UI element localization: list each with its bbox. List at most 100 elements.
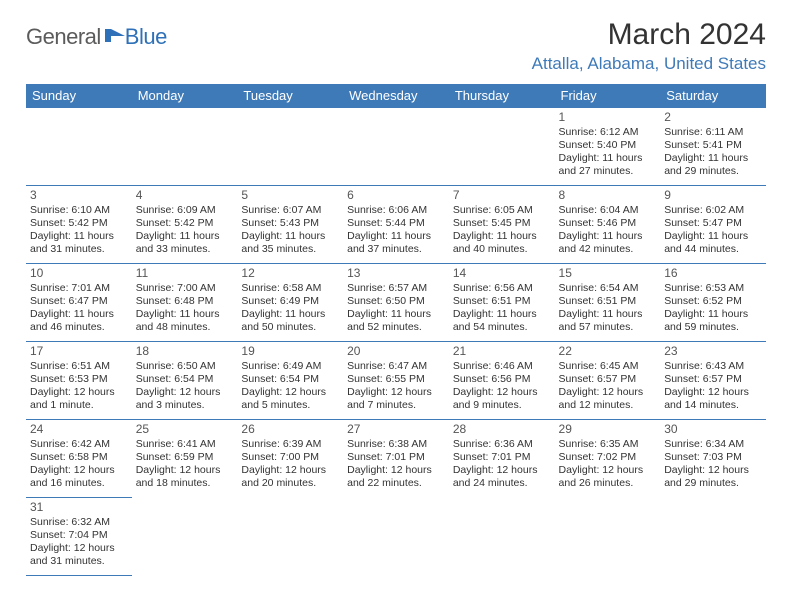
sunrise-text: Sunrise: 6:35 AM xyxy=(559,438,657,451)
sunrise-text: Sunrise: 6:58 AM xyxy=(241,282,339,295)
sunset-text: Sunset: 6:56 PM xyxy=(453,373,551,386)
day-number: 14 xyxy=(453,266,551,281)
daylight-text: Daylight: 12 hours and 20 minutes. xyxy=(241,464,339,490)
weekday-header: Tuesday xyxy=(237,84,343,108)
calendar-day-cell: 3Sunrise: 6:10 AMSunset: 5:42 PMDaylight… xyxy=(26,186,132,264)
sunrise-text: Sunrise: 6:34 AM xyxy=(664,438,762,451)
daylight-text: Daylight: 11 hours and 57 minutes. xyxy=(559,308,657,334)
sunrise-text: Sunrise: 6:07 AM xyxy=(241,204,339,217)
day-number: 29 xyxy=(559,422,657,437)
calendar-day-cell xyxy=(132,498,238,576)
sunrise-text: Sunrise: 6:53 AM xyxy=(664,282,762,295)
header: General Blue March 2024 Attalla, Alabama… xyxy=(26,18,766,74)
day-number: 21 xyxy=(453,344,551,359)
sunset-text: Sunset: 6:57 PM xyxy=(559,373,657,386)
daylight-text: Daylight: 12 hours and 22 minutes. xyxy=(347,464,445,490)
calendar-day-cell: 27Sunrise: 6:38 AMSunset: 7:01 PMDayligh… xyxy=(343,420,449,498)
calendar-week-row: 1Sunrise: 6:12 AMSunset: 5:40 PMDaylight… xyxy=(26,108,766,186)
day-number: 25 xyxy=(136,422,234,437)
sunrise-text: Sunrise: 6:47 AM xyxy=(347,360,445,373)
daylight-text: Daylight: 12 hours and 29 minutes. xyxy=(664,464,762,490)
calendar-day-cell xyxy=(132,108,238,186)
sunrise-text: Sunrise: 6:49 AM xyxy=(241,360,339,373)
calendar-day-cell: 11Sunrise: 7:00 AMSunset: 6:48 PMDayligh… xyxy=(132,264,238,342)
weekday-header: Wednesday xyxy=(343,84,449,108)
sunset-text: Sunset: 7:00 PM xyxy=(241,451,339,464)
logo-text-blue: Blue xyxy=(125,24,167,50)
weekday-header: Monday xyxy=(132,84,238,108)
calendar-day-cell: 9Sunrise: 6:02 AMSunset: 5:47 PMDaylight… xyxy=(660,186,766,264)
daylight-text: Daylight: 12 hours and 16 minutes. xyxy=(30,464,128,490)
day-number: 11 xyxy=(136,266,234,281)
day-number: 2 xyxy=(664,110,762,125)
day-number: 24 xyxy=(30,422,128,437)
sunrise-text: Sunrise: 6:43 AM xyxy=(664,360,762,373)
calendar-day-cell: 23Sunrise: 6:43 AMSunset: 6:57 PMDayligh… xyxy=(660,342,766,420)
daylight-text: Daylight: 12 hours and 12 minutes. xyxy=(559,386,657,412)
day-number: 4 xyxy=(136,188,234,203)
sunrise-text: Sunrise: 6:11 AM xyxy=(664,126,762,139)
calendar-week-row: 10Sunrise: 7:01 AMSunset: 6:47 PMDayligh… xyxy=(26,264,766,342)
daylight-text: Daylight: 11 hours and 31 minutes. xyxy=(30,230,128,256)
day-number: 15 xyxy=(559,266,657,281)
calendar-day-cell: 17Sunrise: 6:51 AMSunset: 6:53 PMDayligh… xyxy=(26,342,132,420)
sunrise-text: Sunrise: 6:06 AM xyxy=(347,204,445,217)
page-title: March 2024 xyxy=(532,18,766,52)
sunset-text: Sunset: 5:46 PM xyxy=(559,217,657,230)
day-number: 17 xyxy=(30,344,128,359)
sunset-text: Sunset: 6:51 PM xyxy=(559,295,657,308)
daylight-text: Daylight: 12 hours and 7 minutes. xyxy=(347,386,445,412)
day-number: 18 xyxy=(136,344,234,359)
daylight-text: Daylight: 11 hours and 52 minutes. xyxy=(347,308,445,334)
daylight-text: Daylight: 11 hours and 40 minutes. xyxy=(453,230,551,256)
sunrise-text: Sunrise: 6:56 AM xyxy=(453,282,551,295)
calendar-day-cell: 16Sunrise: 6:53 AMSunset: 6:52 PMDayligh… xyxy=(660,264,766,342)
sunrise-text: Sunrise: 6:09 AM xyxy=(136,204,234,217)
sunrise-text: Sunrise: 6:46 AM xyxy=(453,360,551,373)
calendar-day-cell: 13Sunrise: 6:57 AMSunset: 6:50 PMDayligh… xyxy=(343,264,449,342)
daylight-text: Daylight: 11 hours and 46 minutes. xyxy=(30,308,128,334)
daylight-text: Daylight: 11 hours and 27 minutes. xyxy=(559,152,657,178)
calendar-day-cell xyxy=(449,108,555,186)
sunrise-text: Sunrise: 6:54 AM xyxy=(559,282,657,295)
daylight-text: Daylight: 11 hours and 48 minutes. xyxy=(136,308,234,334)
sunset-text: Sunset: 6:54 PM xyxy=(136,373,234,386)
day-number: 16 xyxy=(664,266,762,281)
sunset-text: Sunset: 7:02 PM xyxy=(559,451,657,464)
daylight-text: Daylight: 11 hours and 33 minutes. xyxy=(136,230,234,256)
calendar-day-cell xyxy=(555,498,661,576)
calendar-day-cell: 1Sunrise: 6:12 AMSunset: 5:40 PMDaylight… xyxy=(555,108,661,186)
daylight-text: Daylight: 12 hours and 24 minutes. xyxy=(453,464,551,490)
daylight-text: Daylight: 11 hours and 54 minutes. xyxy=(453,308,551,334)
day-number: 6 xyxy=(347,188,445,203)
daylight-text: Daylight: 11 hours and 50 minutes. xyxy=(241,308,339,334)
weekday-header: Saturday xyxy=(660,84,766,108)
sunrise-text: Sunrise: 6:32 AM xyxy=(30,516,128,529)
daylight-text: Daylight: 12 hours and 5 minutes. xyxy=(241,386,339,412)
sunrise-text: Sunrise: 6:04 AM xyxy=(559,204,657,217)
calendar-day-cell: 4Sunrise: 6:09 AMSunset: 5:42 PMDaylight… xyxy=(132,186,238,264)
daylight-text: Daylight: 12 hours and 1 minute. xyxy=(30,386,128,412)
calendar-day-cell: 24Sunrise: 6:42 AMSunset: 6:58 PMDayligh… xyxy=(26,420,132,498)
sunrise-text: Sunrise: 6:36 AM xyxy=(453,438,551,451)
day-number: 3 xyxy=(30,188,128,203)
logo-text-general: General xyxy=(26,24,101,50)
day-number: 5 xyxy=(241,188,339,203)
sunrise-text: Sunrise: 7:00 AM xyxy=(136,282,234,295)
weekday-header: Friday xyxy=(555,84,661,108)
calendar-day-cell: 7Sunrise: 6:05 AMSunset: 5:45 PMDaylight… xyxy=(449,186,555,264)
calendar-table: Sunday Monday Tuesday Wednesday Thursday… xyxy=(26,84,766,576)
location-subtitle: Attalla, Alabama, United States xyxy=(532,54,766,74)
day-number: 9 xyxy=(664,188,762,203)
sunset-text: Sunset: 6:50 PM xyxy=(347,295,445,308)
calendar-day-cell xyxy=(237,108,343,186)
calendar-day-cell: 26Sunrise: 6:39 AMSunset: 7:00 PMDayligh… xyxy=(237,420,343,498)
daylight-text: Daylight: 11 hours and 59 minutes. xyxy=(664,308,762,334)
daylight-text: Daylight: 11 hours and 29 minutes. xyxy=(664,152,762,178)
daylight-text: Daylight: 12 hours and 3 minutes. xyxy=(136,386,234,412)
sunset-text: Sunset: 6:51 PM xyxy=(453,295,551,308)
calendar-day-cell xyxy=(343,108,449,186)
daylight-text: Daylight: 11 hours and 42 minutes. xyxy=(559,230,657,256)
sunset-text: Sunset: 6:59 PM xyxy=(136,451,234,464)
sunset-text: Sunset: 7:04 PM xyxy=(30,529,128,542)
